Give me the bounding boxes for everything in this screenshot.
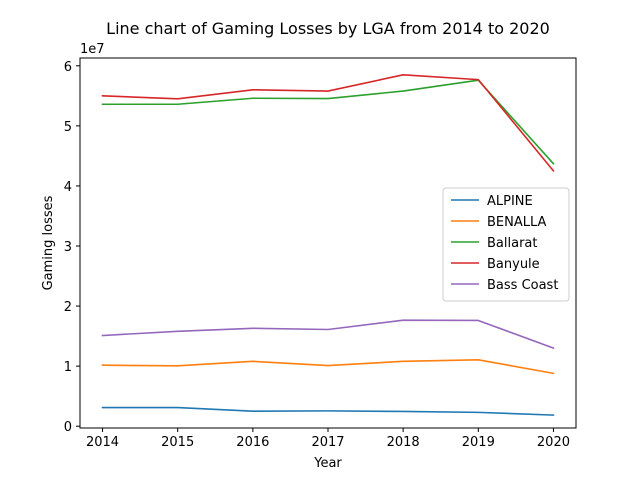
legend: ALPINE BENALLA Ballarat Banyule Bass Coast	[442, 187, 570, 302]
x-tick-label: 2014	[86, 435, 119, 450]
legend-label: Bass Coast	[487, 278, 558, 293]
chart-title: Line chart of Gaming Losses by LGA from …	[106, 19, 550, 38]
y-tick-label: 2	[64, 300, 72, 315]
x-axis-label: Year	[313, 456, 342, 471]
y-tick-label: 6	[64, 60, 72, 75]
legend-label: BENALLA	[487, 215, 547, 230]
axes-frame	[79, 57, 577, 429]
y-tick-label: 4	[64, 180, 72, 195]
series-line-benalla	[101, 359, 555, 375]
series-line-alpine	[101, 406, 555, 416]
x-tick-label: 2018	[387, 435, 420, 450]
y-tick-label: 5	[64, 120, 72, 135]
y-tick-label: 3	[64, 240, 72, 255]
y-tick-label: 1	[64, 360, 72, 375]
legend-box	[442, 187, 570, 302]
x-tick-label: 2017	[311, 435, 344, 450]
legend-label: Ballarat	[487, 236, 537, 251]
x-tick-label: 2015	[161, 435, 194, 450]
y-offset-label: 1e7	[80, 42, 105, 57]
legend-label: ALPINE	[487, 194, 533, 209]
legend-label: Banyule	[487, 257, 540, 272]
x-tick-label: 2016	[236, 435, 269, 450]
series-line-bass-coast	[101, 319, 555, 350]
x-tick-label: 2019	[462, 435, 495, 450]
plot-area: 2014 2015 2016 2017 2018 2019 2020 0 1 2 3 4 5 6	[64, 60, 570, 450]
y-axis-label: Gaming losses	[41, 195, 56, 290]
series-line-banyule	[101, 74, 555, 173]
y-tick-label: 0	[64, 420, 72, 435]
x-tick-label: 2020	[537, 435, 570, 450]
